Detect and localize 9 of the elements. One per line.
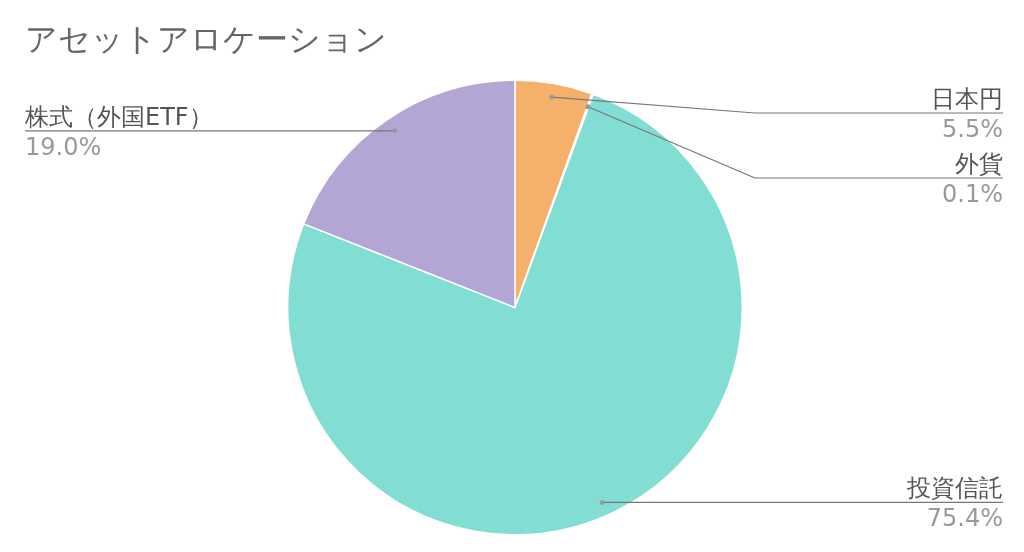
chart-title: アセットアロケーション: [25, 19, 387, 60]
slice-label: 日本円: [931, 85, 1003, 113]
data-label: 19.0%: [25, 132, 102, 161]
data-label: 75.4%: [926, 504, 1003, 533]
slice-label: 投資信託: [906, 474, 1003, 503]
data-label: 5.5%: [942, 115, 1003, 143]
data-label: 0.1%: [942, 180, 1003, 208]
slice-label: 外貨: [955, 150, 1003, 178]
slice-label: 株式（外国ETF）: [24, 102, 213, 131]
